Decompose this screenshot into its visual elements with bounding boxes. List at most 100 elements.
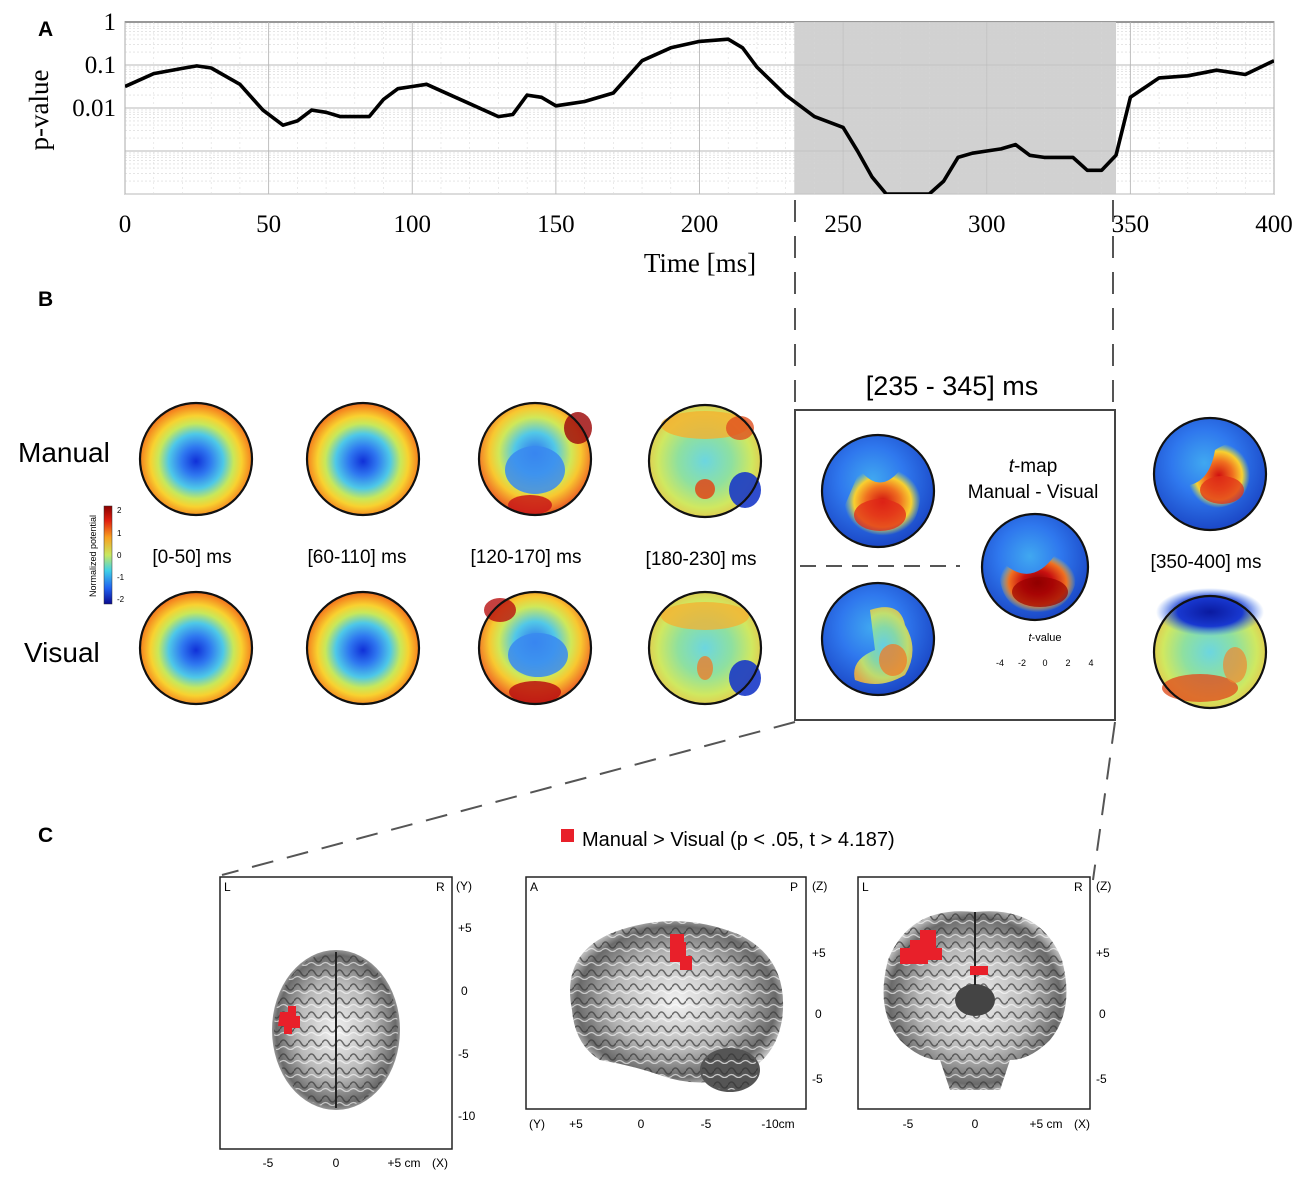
row-label-visual: Visual	[24, 637, 100, 668]
tvalue-tick: 4	[1088, 658, 1093, 668]
brain-axial-view: L R (Y) +5 0 -5 -10 -5 0 +5 cm (X)	[219, 876, 476, 1170]
tvalue-label: t-value	[1028, 632, 1061, 644]
axis-tick: (X)	[1074, 1117, 1090, 1131]
activation-cluster	[900, 930, 942, 964]
tvalue-tick: -2	[1018, 658, 1026, 668]
pvalue-chart: 0 50 100 150 200 250 300 350 400 1 0.1 0.01 Time […	[24, 9, 1293, 278]
axis-tick: (X)	[432, 1156, 448, 1170]
axis-tick: +5	[812, 946, 826, 960]
axis-tick: +5 cm	[1029, 1117, 1062, 1131]
y-axis-label: p-value	[24, 70, 54, 151]
corner-label: A	[530, 880, 538, 894]
topomap-manual-0-50	[138, 401, 254, 517]
axis-tick: +5	[1096, 946, 1110, 960]
axis-tick: -10cm	[761, 1117, 794, 1131]
panel-b-label: B	[38, 288, 53, 311]
axis-tick: -5	[458, 1047, 469, 1061]
window-label: [0-50] ms	[152, 547, 231, 568]
tvalue-ticks: -4 -2 0 2 4	[996, 658, 1094, 668]
axis-tick: -10	[458, 1109, 476, 1123]
axis-tick: -5	[903, 1117, 914, 1131]
colorbar-tick: -2	[117, 595, 125, 604]
axis-tick: 0	[333, 1156, 340, 1170]
legend-text: Manual > Visual (p < .05, t > 4.187)	[582, 829, 895, 851]
panel-c-label: C	[38, 824, 53, 847]
topomap-visual-350-400	[1152, 588, 1268, 710]
tvalue-tick: 0	[1042, 658, 1047, 668]
x-axis-label: Time [ms]	[644, 248, 756, 278]
corner-label: P	[790, 880, 798, 894]
axis-name: (Z)	[812, 879, 827, 893]
topomap-visual-180-230	[647, 590, 763, 706]
window-label: [180-230] ms	[646, 549, 757, 570]
x-tick-label: 50	[256, 211, 281, 238]
axis-tick: 0	[461, 984, 468, 998]
brain-coronal-view: L R (Z) +5 0 -5 -5 0 +5 cm (X)	[857, 876, 1111, 1131]
tmap-title: t-map	[1009, 456, 1058, 477]
topomap-visual-0-50	[138, 590, 254, 706]
axis-tick: (Y)	[529, 1117, 545, 1131]
pvalue-series-line	[125, 37, 1274, 194]
topomap-tmap	[980, 512, 1090, 622]
legend-swatch	[561, 829, 574, 842]
topomap-visual-235-345	[820, 581, 936, 697]
tvalue-tick: 2	[1065, 658, 1070, 668]
axis-tick: +5	[569, 1117, 583, 1131]
window-label: [120-170] ms	[471, 547, 582, 568]
topomap-visual-60-110	[305, 590, 421, 706]
x-tick-label: 300	[968, 211, 1006, 238]
window-label: [350-400] ms	[1151, 552, 1262, 573]
axis-tick: 0	[1099, 1007, 1106, 1021]
topomap-manual-180-230	[647, 403, 763, 519]
colorbar-tick: -1	[117, 573, 125, 582]
axis-tick: -5	[1096, 1072, 1107, 1086]
x-tick-labels: 0 50 100 150 200 250 300 350 400	[119, 211, 1293, 238]
y-tick-label: 1	[104, 9, 117, 36]
range-label: [235 - 345] ms	[866, 371, 1039, 401]
axis-tick: +5	[458, 921, 472, 935]
corner-label: L	[862, 880, 869, 894]
topomap-manual-60-110	[305, 401, 421, 517]
potential-colorbar: Normalized potential 2 1 0 -1 -2	[88, 505, 125, 605]
colorbar-tick: 1	[117, 529, 122, 538]
topomap-manual-120-170	[477, 401, 593, 517]
connector-lines-b-c	[221, 721, 1116, 881]
y-tick-label: 0.01	[72, 95, 116, 122]
activation-cluster	[278, 1006, 300, 1034]
y-tick-labels: 1 0.1 0.01	[72, 9, 116, 122]
axis-tick: +5 cm	[387, 1156, 420, 1170]
axis-tick: 0	[638, 1117, 645, 1131]
x-tick-label: 100	[394, 211, 432, 238]
topomap-manual-235-345	[820, 433, 936, 549]
x-tick-label: 350	[1112, 211, 1150, 238]
axis-tick: -5	[263, 1156, 274, 1170]
axis-tick: 0	[815, 1007, 822, 1021]
x-tick-label: 400	[1255, 211, 1293, 238]
topomap-manual-350-400	[1152, 416, 1268, 532]
row-label-manual: Manual	[18, 437, 110, 468]
corner-label: R	[436, 880, 445, 894]
colorbar-tick: 2	[117, 506, 122, 515]
topomap-visual-120-170	[477, 590, 593, 706]
activation-cluster	[970, 966, 988, 975]
axis-tick: -5	[701, 1117, 712, 1131]
corner-label: L	[224, 880, 231, 894]
axis-name: (Z)	[1096, 879, 1111, 893]
colorbar-gradient	[103, 505, 113, 605]
corner-label: R	[1074, 880, 1083, 894]
axis-tick: 0	[972, 1117, 979, 1131]
colorbar-tick: 0	[117, 551, 122, 560]
colorbar-label: Normalized potential	[88, 515, 98, 597]
brain-sagittal-view: A P (Z) +5 0 -5 (Y) +5 0 -5 -10cm	[525, 876, 827, 1131]
y-tick-label: 0.1	[85, 52, 116, 79]
activation-cluster	[670, 934, 692, 970]
axis-name: (Y)	[456, 879, 472, 893]
x-tick-label: 200	[681, 211, 719, 238]
window-label: [60-110] ms	[308, 547, 407, 568]
x-tick-label: 150	[537, 211, 575, 238]
x-tick-label: 0	[119, 211, 132, 238]
x-tick-label: 250	[824, 211, 862, 238]
panel-a-label: A	[38, 18, 53, 41]
grid-over-shade	[794, 22, 1117, 194]
